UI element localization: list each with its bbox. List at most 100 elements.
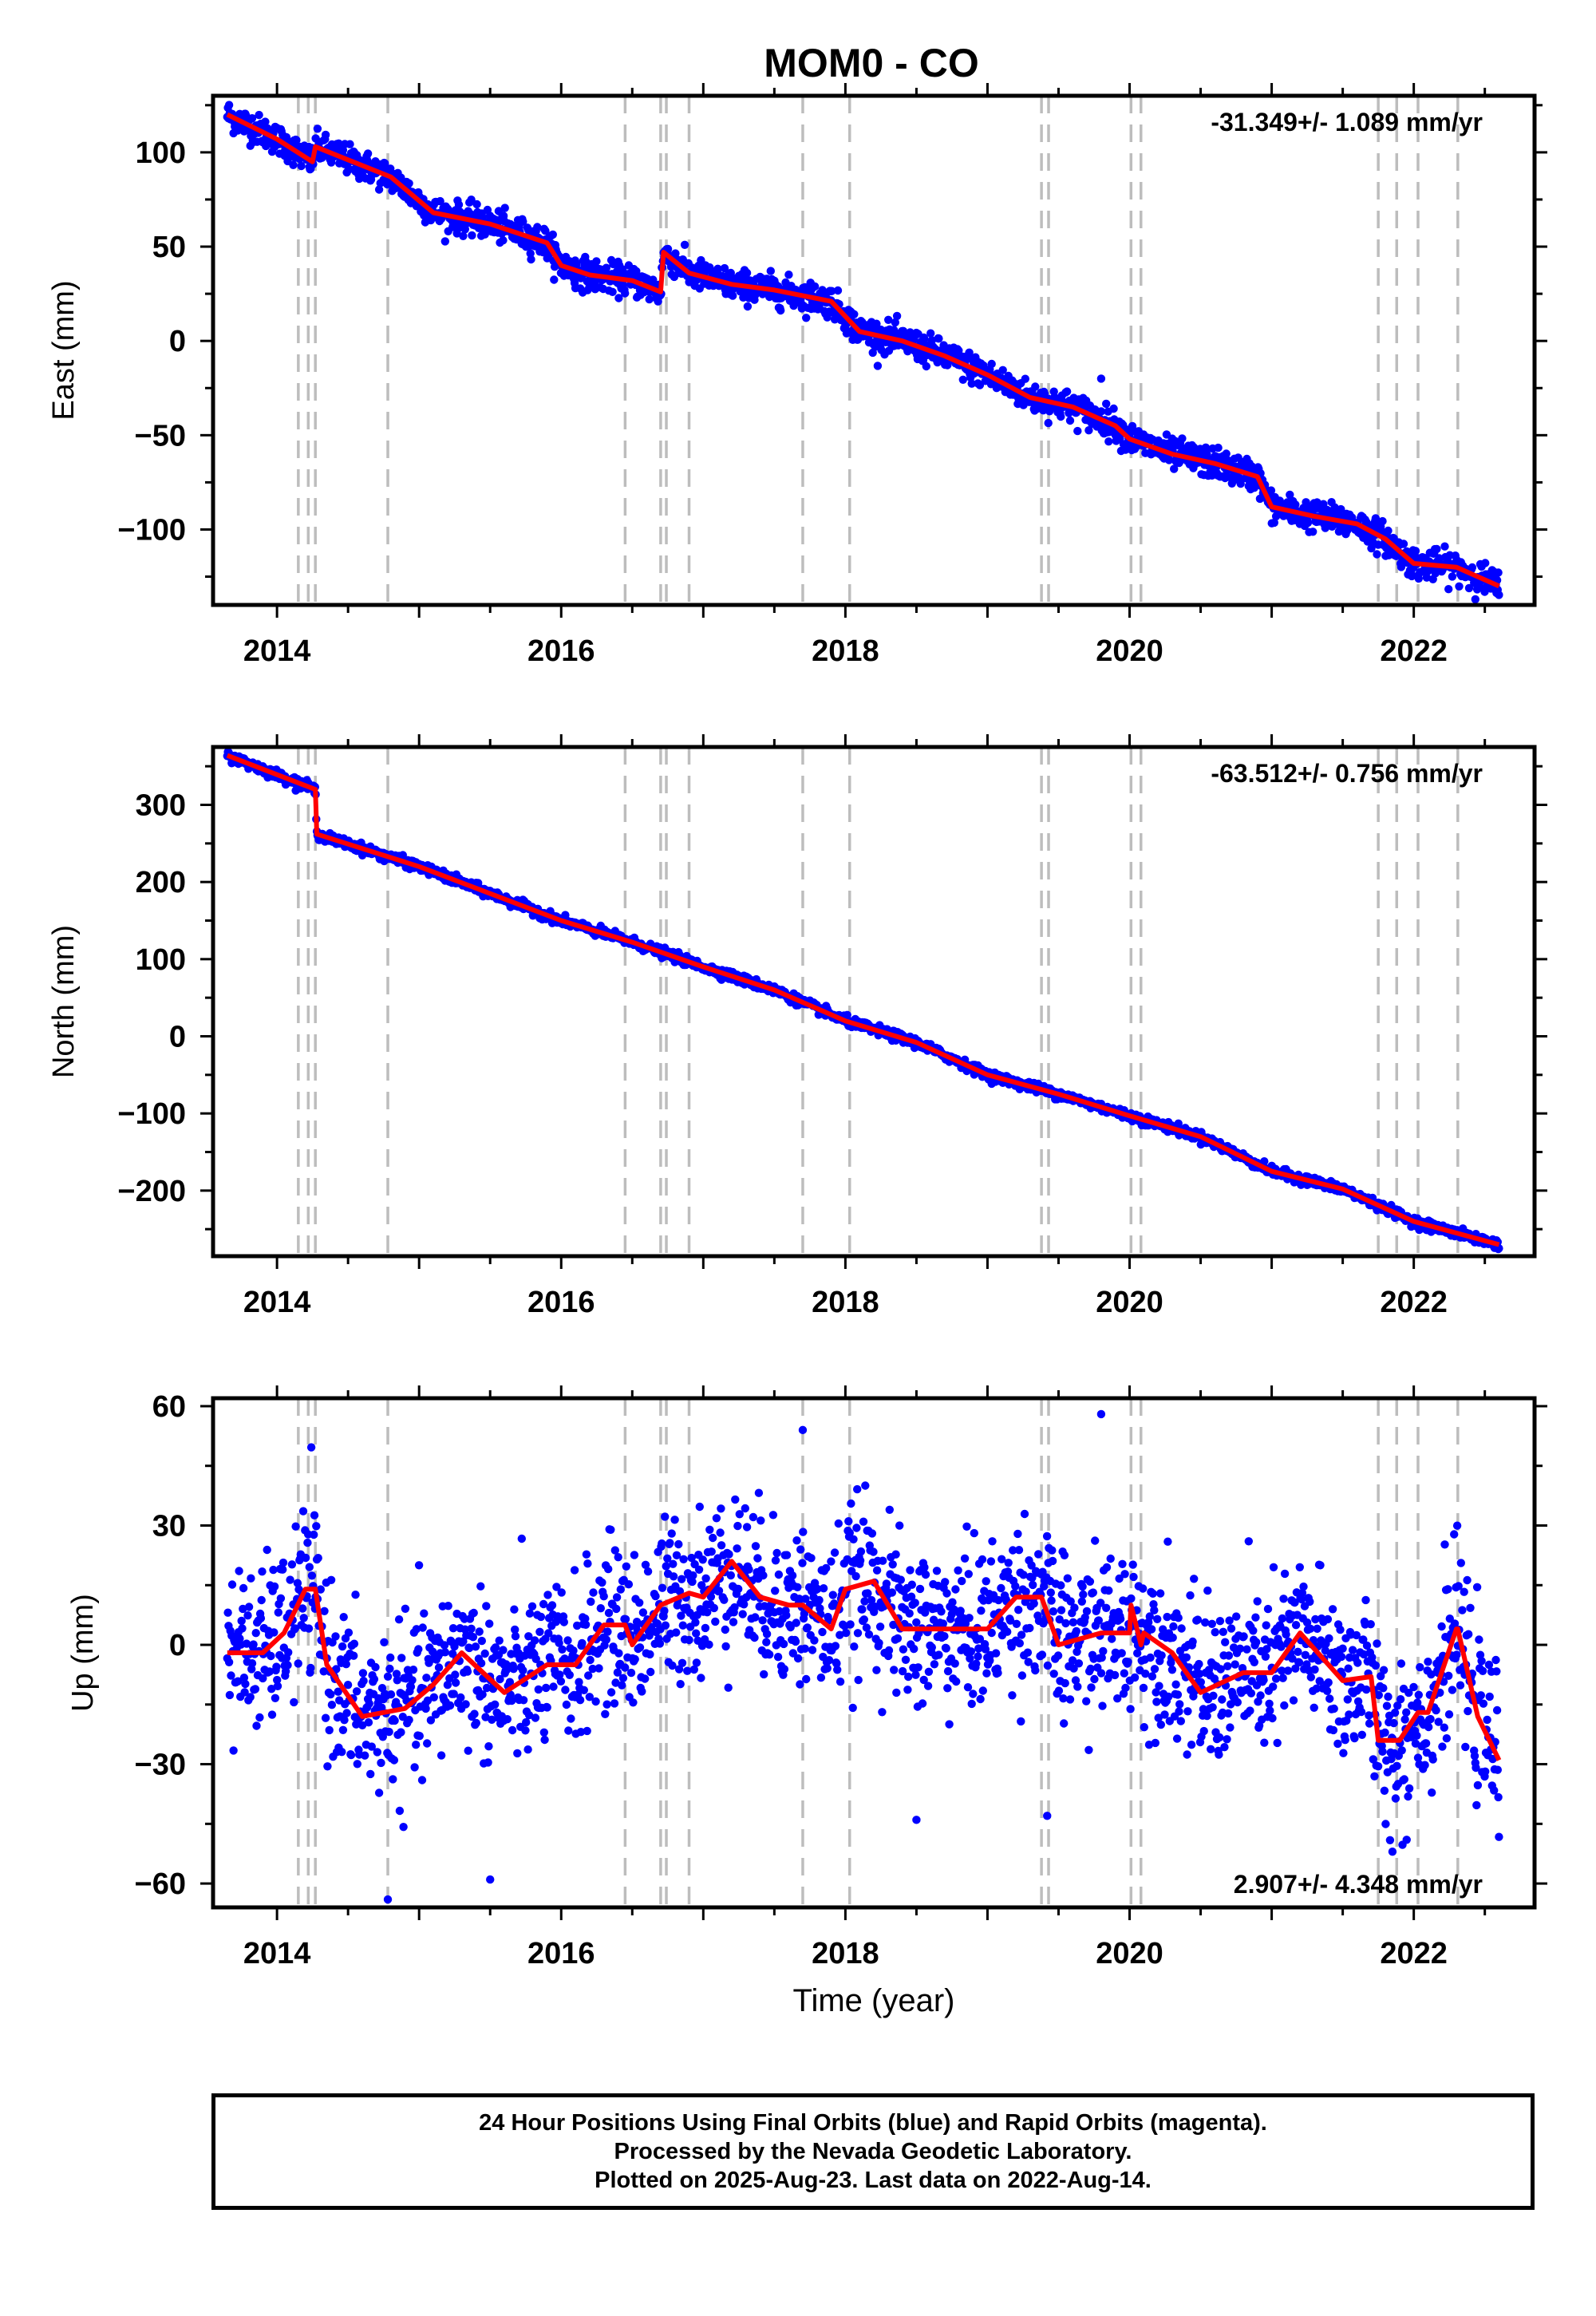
up-data-point (294, 1659, 302, 1668)
up-data-point (476, 1658, 486, 1668)
up-data-point (247, 1574, 255, 1583)
east-data-point (1291, 500, 1300, 509)
up-data-point (251, 1629, 260, 1638)
up-data-point (555, 1670, 564, 1679)
north-model-line (226, 753, 1500, 1247)
up-data-point (508, 1696, 516, 1705)
up-data-point (233, 1677, 243, 1686)
up-data-point (405, 1715, 413, 1725)
up-data-point (306, 1443, 316, 1452)
up-data-point (599, 1592, 608, 1601)
east-data-point (1044, 418, 1053, 428)
east-data-point (891, 318, 900, 327)
up-data-point (471, 1642, 480, 1651)
east-data-point (608, 287, 617, 296)
up-data-point (638, 1608, 648, 1617)
up-data-point (603, 1627, 612, 1636)
up-data-point (448, 1624, 458, 1633)
up-data-point (630, 1654, 639, 1664)
up-data-point (602, 1635, 610, 1644)
up-data-point (585, 1693, 594, 1701)
up-data-point (523, 1745, 532, 1754)
up-data-point (412, 1741, 421, 1749)
up-data-point (350, 1651, 358, 1660)
up-data-point (555, 1638, 563, 1647)
up-data-point (392, 1670, 401, 1678)
up-data-point (563, 1636, 572, 1645)
up-data-point (258, 1567, 267, 1576)
up-data-point (386, 1653, 395, 1662)
up-data-point (334, 1687, 342, 1696)
north-x-tick-label: 2014 (243, 1286, 311, 1319)
east-data-point (1065, 416, 1075, 425)
up-data-point (434, 1663, 444, 1672)
up-data-point (367, 1742, 376, 1751)
up-data-point (451, 1678, 460, 1687)
up-data-point (643, 1567, 653, 1576)
up-data-point (293, 1579, 302, 1587)
up-data-point (472, 1718, 480, 1728)
east-y-tick-label: 0 (169, 325, 186, 358)
up-data-point (239, 1604, 247, 1614)
up-data-point (534, 1685, 543, 1694)
up-data-point (616, 1585, 625, 1594)
east-data-point (1448, 572, 1457, 581)
east-data-point (1286, 490, 1294, 500)
up-data-point (586, 1655, 595, 1665)
up-data-point (291, 1522, 300, 1531)
up-data-point (251, 1685, 260, 1694)
east-data-point (632, 267, 641, 275)
up-data-point (451, 1670, 460, 1679)
east-data-point (346, 140, 354, 148)
up-data-point (395, 1806, 405, 1816)
north-y-tick-label: 0 (169, 1021, 186, 1054)
east-data-point (645, 294, 654, 304)
up-data-point (565, 1670, 574, 1679)
up-data-point (380, 1638, 389, 1646)
east-data-point (313, 124, 322, 133)
up-data-point (559, 1618, 568, 1626)
up-data-point (351, 1591, 360, 1599)
up-data-point (325, 1725, 334, 1735)
up-data-point (556, 1677, 566, 1686)
up-data-point (359, 1677, 368, 1686)
up-data-point (272, 1662, 281, 1671)
east-data-point (926, 329, 935, 338)
up-data-point (267, 1710, 277, 1719)
east-data-point (1057, 412, 1065, 421)
east-data-point (1309, 528, 1317, 536)
up-data-point (651, 1591, 660, 1601)
up-data-point (543, 1591, 552, 1599)
east-data-point (884, 315, 893, 324)
up-data-point (283, 1661, 292, 1670)
north-x-tick-label: 2020 (1096, 1286, 1163, 1319)
east-outlier-point (1096, 374, 1106, 383)
east-data-point (1084, 426, 1093, 435)
up-data-point (578, 1638, 587, 1648)
up-data-point (521, 1726, 530, 1735)
up-data-point (310, 1511, 319, 1520)
up-data-point (539, 1728, 548, 1737)
east-data-point (1170, 464, 1179, 473)
east-data-point (1384, 526, 1393, 536)
up-plot-area (223, 1398, 1503, 1907)
up-data-point (567, 1714, 575, 1723)
east-data-point (776, 306, 785, 315)
east-data-point (1062, 387, 1072, 396)
up-data-point (353, 1760, 361, 1769)
up-data-point (377, 1758, 385, 1768)
up-data-point (279, 1565, 287, 1574)
up-data-point (461, 1700, 470, 1709)
north-y-tick-label: 200 (136, 866, 186, 899)
east-data-point (1455, 582, 1464, 591)
up-data-point (386, 1690, 396, 1699)
up-data-point (338, 1748, 346, 1757)
north-rate-label: -63.512+/- 0.756 mm/yr (1211, 759, 1483, 788)
up-data-point (618, 1674, 628, 1682)
east-data-point (1422, 573, 1432, 582)
up-data-point (612, 1604, 621, 1614)
up-data-point (244, 1603, 254, 1611)
east-data-point (998, 366, 1007, 374)
up-data-point (346, 1750, 356, 1760)
up-data-point (414, 1645, 423, 1654)
